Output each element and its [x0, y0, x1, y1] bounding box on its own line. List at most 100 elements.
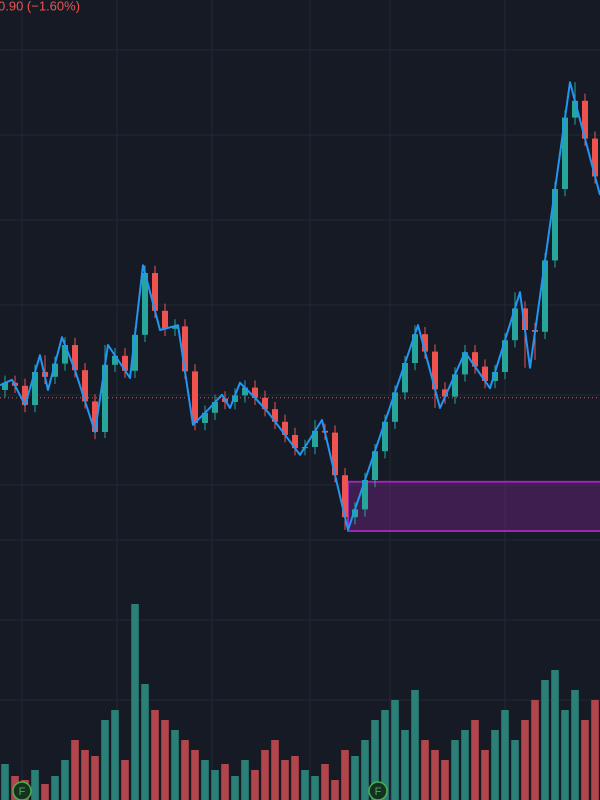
candle-body: [192, 371, 198, 423]
volume-bar: [261, 750, 269, 800]
candle-body: [122, 355, 128, 371]
candle-body: [312, 430, 318, 447]
volume-bar: [371, 720, 379, 800]
marker-label: F: [19, 786, 26, 798]
zone: [347, 480, 600, 532]
candle-body: [22, 385, 28, 405]
volume-bar: [231, 776, 239, 800]
volume-bar: [271, 740, 279, 800]
candle-body: [262, 397, 268, 410]
volume-bar: [141, 684, 149, 800]
candle-body: [112, 355, 118, 365]
volume-bar: [581, 720, 589, 800]
candle-body: [372, 451, 378, 480]
volume-bar: [291, 756, 299, 800]
candle-body: [452, 374, 458, 397]
volume-bar: [311, 776, 319, 800]
volume-bar: [71, 740, 79, 800]
volume-bar: [521, 720, 529, 800]
volume-bar: [331, 780, 339, 800]
candle-body: [362, 480, 368, 510]
volume-bar: [241, 760, 249, 800]
candle-body: [342, 475, 348, 518]
volume-bar: [341, 750, 349, 800]
candle-body: [272, 409, 278, 422]
volume-bar: [391, 700, 399, 800]
candle-body: [412, 334, 418, 363]
volume-bar: [531, 700, 539, 800]
marker: [12, 781, 32, 800]
volume-bar: [591, 700, 599, 800]
volume-bar: [301, 770, 309, 800]
candle-body: [92, 401, 98, 432]
volume-bar: [361, 740, 369, 800]
candle-body: [232, 395, 238, 402]
candle-body: [212, 402, 218, 413]
candle-body: [152, 273, 158, 311]
candle-body: [172, 326, 178, 329]
candle-body: [242, 387, 248, 396]
volume-bar: [451, 740, 459, 800]
volume-bar: [131, 604, 139, 800]
candle-body: [492, 372, 498, 381]
candle-body: [512, 308, 518, 341]
volume-bar: [471, 720, 479, 800]
volume-bar: [61, 760, 69, 800]
candle-body: [382, 421, 388, 452]
candle-body: [392, 392, 398, 422]
volume-bar: [501, 710, 509, 800]
price-change: 0.90 (−1.60%): [0, 0, 80, 13]
candle-body: [432, 351, 438, 390]
volume-bar: [181, 740, 189, 800]
volume-bar: [431, 750, 439, 800]
volume-bar: [411, 690, 419, 800]
volume-bar: [31, 770, 39, 800]
candle-body: [592, 138, 598, 177]
candle-body: [202, 412, 208, 423]
volume-bar: [401, 730, 409, 800]
volume-bar: [551, 670, 559, 800]
candle-body: [332, 432, 338, 476]
candle-body: [352, 509, 358, 518]
volume-bar: [281, 760, 289, 800]
candle-body: [522, 308, 528, 330]
candle-body: [582, 100, 588, 139]
candle-body: [472, 352, 478, 367]
marker-label: F: [375, 786, 382, 798]
candle-body: [52, 363, 58, 377]
candle-body: [292, 435, 298, 449]
volume-bar: [111, 710, 119, 800]
candle-body: [402, 363, 408, 393]
candle-body: [282, 421, 288, 435]
volume-bar: [101, 720, 109, 800]
volume-bar: [511, 740, 519, 800]
candle-body: [72, 345, 78, 371]
volume-bar: [221, 764, 229, 800]
volume-bar: [251, 770, 259, 800]
volume-bar: [201, 760, 209, 800]
volume-bar: [351, 756, 359, 800]
marker: [368, 781, 388, 800]
volume-bar: [191, 750, 199, 800]
volume-bar: [421, 740, 429, 800]
volume-bar: [81, 750, 89, 800]
volume-bar: [121, 760, 129, 800]
volume-bar: [151, 710, 159, 800]
zigzag-line: [0, 81, 600, 531]
candle-body: [562, 117, 568, 189]
volume-bar: [91, 756, 99, 800]
candle-body: [32, 372, 38, 405]
candle-body: [542, 260, 548, 332]
candle-body: [132, 334, 138, 371]
volume-bar: [571, 690, 579, 800]
candle-body: [182, 326, 188, 372]
volume-bar: [51, 776, 59, 800]
candle-body: [462, 352, 468, 375]
volume-bar: [491, 730, 499, 800]
volume-bar: [171, 730, 179, 800]
volume-bar: [541, 680, 549, 800]
